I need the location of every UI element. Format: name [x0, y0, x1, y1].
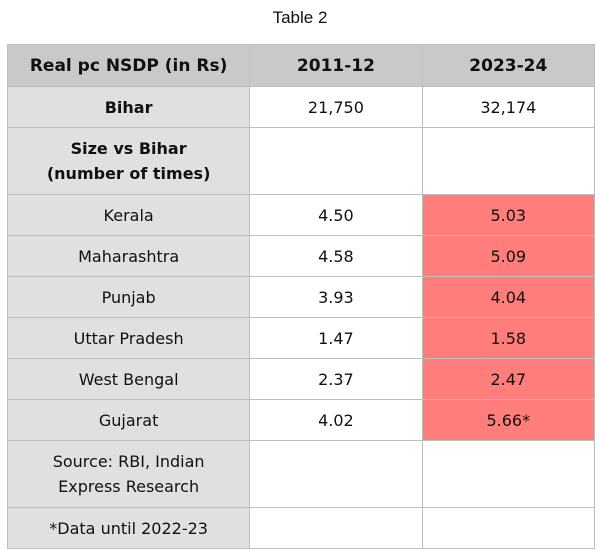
source-line1: Source: RBI, Indian	[52, 452, 205, 471]
state-row: Gujarat 4.02 5.66*	[6, 399, 596, 441]
value-2023: 2.47	[421, 358, 596, 400]
header-2011: 2011-12	[249, 44, 423, 87]
section-label: Size vs Bihar (number of times)	[6, 127, 251, 195]
value-2011: 2.37	[249, 358, 423, 400]
bihar-label: Bihar	[6, 86, 251, 128]
empty-cell	[249, 440, 423, 508]
value-2011: 1.47	[249, 317, 423, 359]
state-row: Kerala 4.50 5.03	[6, 194, 596, 236]
state-row: West Bengal 2.37 2.47	[6, 358, 596, 400]
value-2011: 3.93	[249, 276, 423, 318]
source-row: Source: RBI, Indian Express Research	[6, 440, 596, 508]
value-2011: 4.02	[249, 399, 423, 441]
header-2023: 2023-24	[421, 44, 596, 87]
value-2023: 5.03	[421, 194, 596, 236]
state-row: Uttar Pradesh 1.47 1.58	[6, 317, 596, 359]
state-name: West Bengal	[6, 358, 251, 400]
bihar-row: Bihar 21,750 32,174	[6, 86, 596, 128]
value-2023: 5.66*	[421, 399, 596, 441]
empty-cell	[421, 507, 596, 549]
source-line2: Express Research	[58, 477, 200, 496]
empty-cell	[249, 507, 423, 549]
value-2023: 4.04	[421, 276, 596, 318]
header-label: Real pc NSDP (in Rs)	[6, 44, 251, 87]
state-row: Punjab 3.93 4.04	[6, 276, 596, 318]
state-name: Gujarat	[6, 399, 251, 441]
empty-cell	[421, 440, 596, 508]
footnote: *Data until 2022-23	[6, 507, 251, 549]
nsdp-table: Real pc NSDP (in Rs) 2011-12 2023-24 Bih…	[6, 44, 596, 549]
section-label-line1: Size vs Bihar	[70, 139, 187, 158]
source-label: Source: RBI, Indian Express Research	[6, 440, 251, 508]
state-name: Maharashtra	[6, 235, 251, 277]
state-name: Punjab	[6, 276, 251, 318]
value-2023: 1.58	[421, 317, 596, 359]
value-2011: 4.58	[249, 235, 423, 277]
bihar-2023: 32,174	[421, 86, 596, 128]
empty-cell	[249, 127, 423, 195]
table-title: Table 2	[272, 8, 328, 27]
bihar-2011: 21,750	[249, 86, 423, 128]
footnote-row: *Data until 2022-23	[6, 507, 596, 549]
section-row: Size vs Bihar (number of times)	[6, 127, 596, 195]
state-row: Maharashtra 4.58 5.09	[6, 235, 596, 277]
state-name: Uttar Pradesh	[6, 317, 251, 359]
value-2023: 5.09	[421, 235, 596, 277]
header-row: Real pc NSDP (in Rs) 2011-12 2023-24	[6, 44, 596, 87]
section-label-line2: (number of times)	[46, 164, 211, 183]
empty-cell	[421, 127, 596, 195]
value-2011: 4.50	[249, 194, 423, 236]
state-name: Kerala	[6, 194, 251, 236]
